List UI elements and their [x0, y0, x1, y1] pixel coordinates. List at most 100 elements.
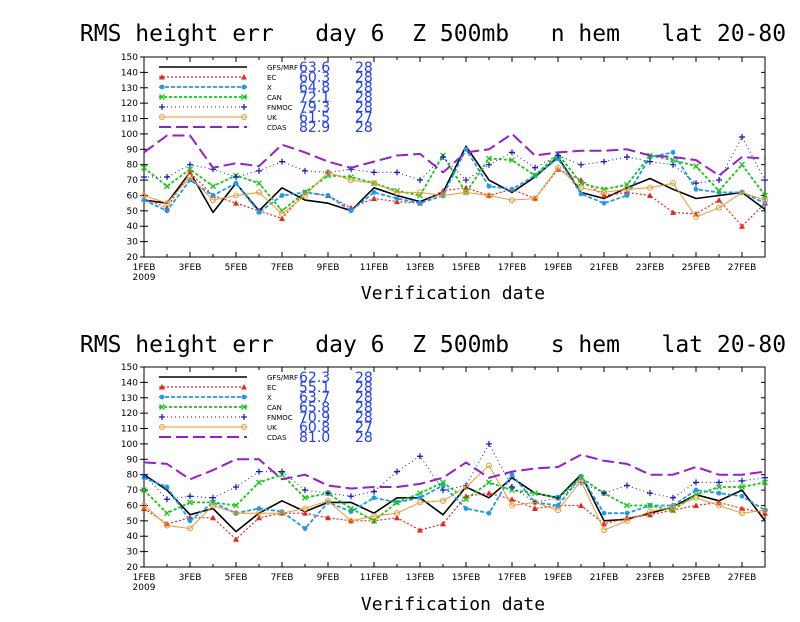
data-point [670, 157, 676, 164]
y-tick-label: 70 [127, 486, 139, 496]
data-point [159, 424, 165, 430]
legend-label: UK [267, 424, 277, 432]
data-point [394, 198, 400, 205]
legend-entry: UK 61.5 27 [159, 110, 373, 126]
data-point [624, 186, 630, 193]
data-point [394, 510, 400, 517]
data-point [486, 440, 492, 447]
data-point [241, 394, 247, 400]
x-tick-label: 17FEB [498, 263, 527, 273]
data-point [164, 510, 170, 517]
x-tick-label: 1FEB [133, 263, 156, 273]
legend-stat: 64.8 [299, 80, 330, 96]
data-point [210, 502, 216, 509]
y-tick-label: 100 [121, 440, 138, 450]
legend-label: CDAS [267, 124, 287, 132]
data-point [762, 507, 768, 513]
data-point [509, 157, 515, 164]
data-point [394, 514, 400, 521]
data-point [210, 494, 216, 501]
series-line [143, 168, 766, 227]
y-tick-label: 120 [121, 99, 138, 109]
data-point [417, 499, 423, 506]
data-point [371, 517, 377, 524]
y-tick-label: 60 [127, 191, 139, 201]
data-point [555, 152, 561, 159]
y-tick-label: 50 [127, 207, 139, 217]
plot-area: 20 30 40 50 60 70 80 90 100 110 120 130 140 150 1FEB 3F… [121, 53, 768, 283]
x-tick-label: 11FEB [360, 573, 389, 583]
data-point [164, 520, 170, 527]
series-line [144, 136, 766, 184]
data-point [624, 193, 630, 198]
chart-title: RMS height err day 6 Z 500mb s hem lat 2… [80, 332, 786, 358]
data-point [601, 527, 607, 534]
data-point [141, 164, 147, 171]
data-point [348, 517, 354, 524]
y-tick-label: 140 [121, 68, 138, 78]
data-point [486, 183, 492, 189]
data-point [394, 468, 400, 475]
data-point [739, 493, 745, 499]
legend-stat: 72.1 [299, 90, 330, 106]
data-point [440, 154, 446, 160]
legend-stat: 63.7 [299, 390, 330, 406]
data-point [555, 507, 561, 514]
y-tick-label: 20 [127, 253, 139, 263]
data-point [693, 214, 699, 220]
data-point [670, 180, 676, 187]
data-point [509, 186, 515, 192]
y-tick-label: 100 [121, 130, 138, 140]
y-tick-label: 110 [121, 115, 138, 125]
legend-stat: 62.3 [299, 370, 330, 386]
data-point [440, 520, 446, 527]
data-point [716, 502, 722, 509]
data-point [141, 197, 147, 203]
plot-area: 20 30 40 50 60 70 80 90 100 110 120 130 140 150 1FEB 3F… [121, 363, 768, 593]
series-fnmoc [141, 440, 768, 506]
data-point [325, 497, 331, 504]
legend-count: 28 [355, 90, 373, 106]
data-point [371, 195, 377, 202]
data-point [159, 404, 165, 410]
data-point [371, 180, 377, 187]
data-point [509, 496, 515, 502]
data-point [164, 200, 170, 207]
data-point [739, 477, 745, 484]
legend-label: GFS/MRF [267, 64, 298, 72]
data-point [371, 513, 377, 520]
data-point [371, 488, 377, 495]
x-tick-label: 13FEB [406, 263, 435, 273]
data-point [241, 384, 247, 390]
data-point [601, 200, 607, 206]
legend-entry: UK 60.8 27 [159, 420, 373, 436]
data-point [241, 414, 247, 420]
chart-panel-south-hemisphere: RMS height err day 6 Z 500mb s hem lat 2… [80, 332, 786, 615]
legend-entry: EC 55.1 28 [159, 380, 373, 396]
data-point [463, 189, 469, 196]
data-point [325, 490, 331, 497]
x-tick-label: 23FEB [636, 573, 665, 583]
data-point [647, 184, 653, 191]
data-point [241, 404, 247, 410]
legend-label: X [267, 84, 272, 92]
data-point [187, 161, 193, 168]
data-point [233, 510, 239, 517]
data-point [233, 174, 239, 180]
x-tick-label: 9FEB [317, 263, 340, 273]
x-tick-label: 3FEB [179, 263, 202, 273]
series-line [143, 465, 766, 531]
data-point [417, 527, 423, 533]
data-point [532, 505, 538, 512]
data-point [716, 479, 722, 486]
data-point [739, 484, 745, 490]
x-tick-label: 3FEB [179, 573, 202, 583]
data-point [440, 192, 446, 199]
legend-count: 28 [355, 80, 373, 96]
data-point [486, 490, 492, 496]
x-tick-label: 9FEB [317, 573, 340, 583]
y-tick-label: 40 [127, 222, 139, 232]
data-point [210, 193, 216, 198]
